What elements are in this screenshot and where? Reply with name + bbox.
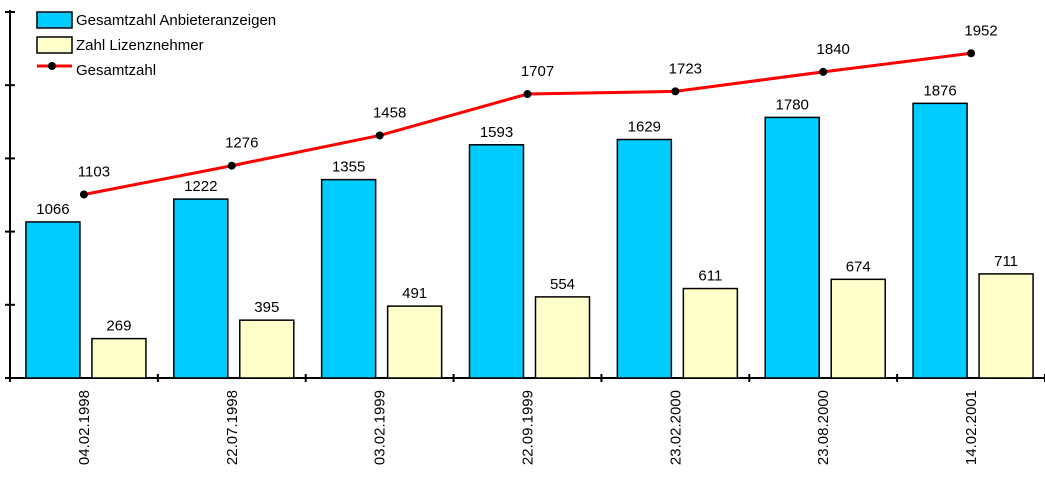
legend-label: Gesamtzahl	[76, 62, 156, 79]
data-label: 1952	[964, 22, 997, 39]
data-label: 395	[254, 299, 279, 316]
x-tick-label: 23.08.2000	[815, 390, 832, 465]
data-label: 1840	[817, 41, 850, 58]
bar	[468, 144, 525, 379]
data-label: 554	[550, 276, 575, 293]
data-label: 1222	[184, 178, 217, 195]
x-tick-label: 22.07.1998	[224, 390, 241, 465]
data-label: 711	[994, 253, 1018, 270]
bar	[91, 337, 147, 379]
legend-label: Gesamtzahl Anbieteranzeigen	[76, 12, 276, 29]
line-point	[375, 131, 384, 140]
bar	[616, 138, 673, 379]
data-label: 1103	[78, 164, 110, 181]
bar	[25, 221, 81, 379]
data-label: 1276	[225, 135, 258, 152]
legend-swatch	[36, 36, 73, 54]
line-point	[819, 67, 828, 76]
data-label: 1593	[480, 124, 513, 141]
data-label: 674	[846, 258, 871, 275]
data-label: 1066	[36, 201, 69, 218]
line-point	[671, 87, 680, 96]
line-point	[967, 49, 976, 58]
data-label: 1458	[373, 104, 406, 121]
data-label: 1780	[776, 96, 809, 113]
data-label: 1723	[669, 60, 702, 77]
data-label: 269	[106, 318, 131, 335]
bar	[239, 319, 295, 379]
legend-swatch	[36, 11, 73, 29]
x-tick-label: 03.02.1999	[372, 390, 389, 465]
bar	[764, 116, 820, 379]
legend-label: Zahl Lizenznehmer	[76, 37, 204, 54]
data-label: 1707	[521, 63, 554, 80]
bar	[386, 305, 443, 379]
data-label: 611	[698, 268, 722, 285]
bar	[534, 296, 591, 379]
bar	[682, 287, 739, 379]
data-label: 1629	[628, 119, 661, 136]
bar	[830, 278, 886, 379]
data-label: 1355	[332, 159, 365, 176]
line-point	[79, 190, 88, 199]
bar	[912, 102, 968, 379]
x-tick-label: 04.02.1998	[76, 390, 93, 465]
bar	[978, 273, 1034, 379]
bar	[320, 178, 377, 379]
line-point	[227, 161, 236, 170]
x-tick-label: 22.09.1999	[520, 390, 537, 465]
data-label: 491	[402, 285, 427, 302]
x-tick-label: 14.02.2001	[963, 390, 980, 465]
data-label: 1876	[923, 82, 956, 99]
x-tick-label: 23.02.2000	[667, 390, 684, 465]
legend-marker	[48, 62, 56, 70]
bar	[173, 198, 229, 379]
line-point	[523, 90, 532, 99]
